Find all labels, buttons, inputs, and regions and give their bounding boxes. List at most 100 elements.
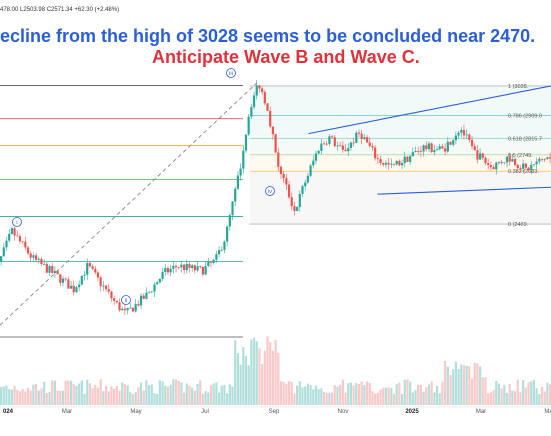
candle-body xyxy=(425,145,427,149)
volume-bar xyxy=(463,365,465,405)
candle-body xyxy=(250,107,252,116)
candle-body xyxy=(517,165,519,168)
candle-body xyxy=(490,165,492,167)
candle-body xyxy=(377,158,379,159)
fib-label: 1 (3028. xyxy=(508,84,529,90)
candle-body xyxy=(67,279,69,288)
volume-bar xyxy=(40,388,42,405)
volume-bar xyxy=(466,366,468,405)
candle-body xyxy=(509,157,511,162)
candle-body xyxy=(428,143,430,149)
volume-bar xyxy=(151,385,153,405)
volume-bar xyxy=(307,384,309,405)
candle-body xyxy=(199,266,201,267)
candle-body xyxy=(371,146,373,148)
volume-bar xyxy=(113,389,115,405)
volume-bar xyxy=(102,391,104,405)
volume-bar xyxy=(541,387,543,405)
candle-body xyxy=(180,265,182,268)
volume-bar xyxy=(304,386,306,405)
candle-body xyxy=(188,264,190,268)
volume-bar xyxy=(393,394,395,405)
volume-bar xyxy=(323,392,325,405)
candle-body xyxy=(73,286,75,292)
volume-bar xyxy=(285,384,287,405)
candle-body xyxy=(8,234,10,241)
volume-bar xyxy=(544,391,546,405)
candle-body xyxy=(422,145,424,151)
candle-body xyxy=(91,266,93,269)
volume-bar xyxy=(234,340,236,405)
candle-body xyxy=(229,215,231,226)
volume-bar xyxy=(439,393,441,405)
volume-bar xyxy=(409,382,411,405)
volume-bar xyxy=(382,388,384,405)
volume-bar xyxy=(167,387,169,405)
volume-bar xyxy=(231,387,233,405)
volume-bar xyxy=(291,382,293,405)
candle-body xyxy=(145,293,147,299)
candle-body xyxy=(19,236,21,241)
volume-bar xyxy=(202,394,204,405)
candle-body xyxy=(544,159,546,160)
candle-body xyxy=(210,262,212,263)
candle-body xyxy=(492,167,494,169)
candle-body xyxy=(43,264,45,265)
candle-body xyxy=(385,163,387,165)
candle-body xyxy=(83,275,85,276)
volume-bar xyxy=(490,392,492,405)
volume-bar xyxy=(522,380,524,405)
volume-bar xyxy=(132,394,134,405)
volume-bar xyxy=(519,392,521,405)
volume-bar xyxy=(100,379,102,405)
candle-body xyxy=(296,207,298,211)
candle-body xyxy=(334,137,336,146)
candle-body xyxy=(452,140,454,145)
volume-bar xyxy=(70,381,72,405)
volume-bar xyxy=(436,386,438,405)
volume-bar xyxy=(487,393,489,405)
volume-bar xyxy=(229,384,231,405)
volume-bar xyxy=(468,366,470,405)
candle-body xyxy=(347,148,349,151)
candle-body xyxy=(30,253,32,257)
candle-body xyxy=(355,133,357,143)
volume-bar xyxy=(38,390,40,405)
volume-bar xyxy=(0,387,2,405)
x-tick-label: Nov xyxy=(338,409,349,415)
candle-body xyxy=(344,150,346,151)
x-tick-label: May xyxy=(130,409,141,415)
candle-body xyxy=(476,150,478,159)
candle-body xyxy=(482,153,484,157)
volume-bar xyxy=(336,387,338,405)
x-tick-label: Sep xyxy=(269,409,280,415)
candle-body xyxy=(280,167,282,174)
candle-body xyxy=(245,134,247,150)
volume-bar xyxy=(156,394,158,405)
volume-bar xyxy=(274,340,276,405)
candle-body xyxy=(444,148,446,151)
candle-body xyxy=(336,145,338,146)
volume-bar xyxy=(328,393,330,405)
candle-body xyxy=(409,156,411,162)
volume-bar xyxy=(8,389,10,405)
candle-body xyxy=(65,279,67,280)
candle-body xyxy=(533,164,535,165)
candle-body xyxy=(414,151,416,152)
chart-title-line2: Anticipate Wave B and Wave C. xyxy=(152,47,420,67)
volume-bar xyxy=(245,356,247,405)
volume-bar xyxy=(538,394,540,405)
volume-bar xyxy=(213,383,215,405)
volume-bar xyxy=(250,340,252,405)
volume-bar xyxy=(186,384,188,405)
candle-body xyxy=(328,136,330,144)
candle-body xyxy=(22,241,24,242)
candle-body xyxy=(202,267,204,275)
candle-body xyxy=(59,274,61,283)
volume-bar xyxy=(379,389,381,405)
volume-bar xyxy=(35,384,37,405)
candle-body xyxy=(89,263,91,266)
candle-body xyxy=(466,134,468,135)
